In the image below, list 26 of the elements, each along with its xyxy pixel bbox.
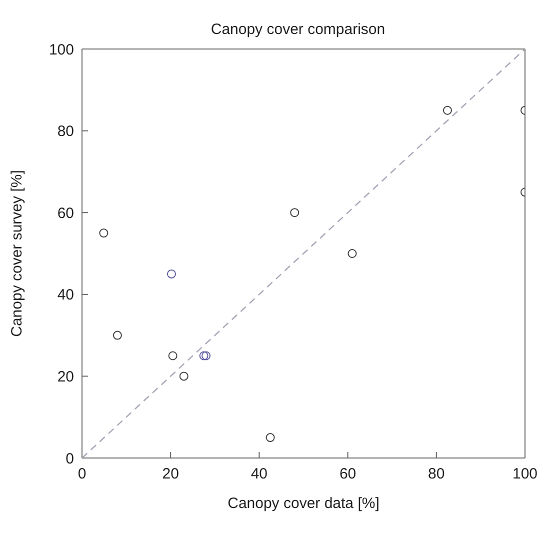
point [166,269,176,278]
y-tick-label: 40 [57,286,74,304]
point [290,208,300,218]
y-axis-title: Canopy cover survey [%] [8,170,26,337]
point [99,228,108,238]
point [112,330,122,340]
y-tick-label: 20 [57,368,74,386]
chart-title: Canopy cover comparison [210,21,386,38]
y-tick-label: 0 [66,450,74,468]
x-tick-label: 60 [339,466,356,483]
x-tick-label: 100 [512,466,538,483]
point [179,372,188,381]
x-tick-label: 80 [428,466,445,483]
y-tick-label: 80 [57,123,74,140]
y-tick-label: 60 [57,204,74,222]
x-tick-label: 20 [162,466,179,483]
point [199,351,208,360]
point [266,433,275,442]
point [442,106,452,115]
y-tick-label: 100 [48,41,74,58]
x-tick-label: 40 [250,466,268,483]
point [168,351,178,360]
x-tick-label: 0 [78,466,86,483]
x-axis-title: Canopy cover data [%] [228,495,380,512]
point [202,351,211,360]
point [348,249,357,258]
